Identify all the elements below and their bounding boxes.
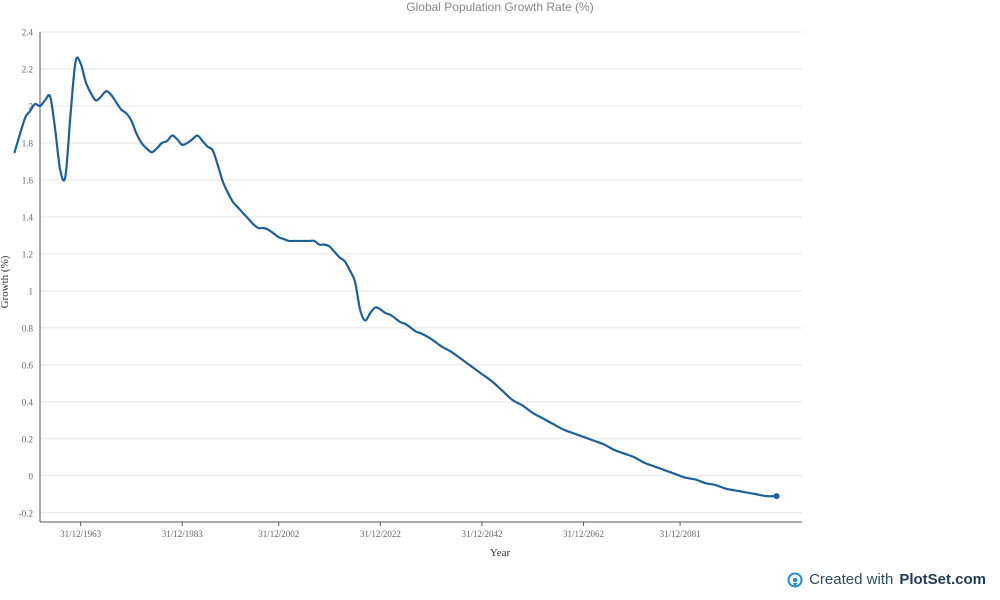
y-tick-label: 2 bbox=[29, 101, 34, 111]
axes bbox=[39, 32, 802, 523]
chart-title: Global Population Growth Rate (%) bbox=[406, 0, 594, 14]
x-axis-ticks: 31/12/1963 31/12/1983 31/12/2002 31/12/2022… bbox=[60, 522, 701, 539]
x-tick-label: 31/12/2022 bbox=[360, 529, 401, 539]
y-tick-label: 1.8 bbox=[22, 138, 34, 148]
x-tick-label: 31/12/2081 bbox=[660, 529, 701, 539]
grid-lines bbox=[40, 31, 802, 514]
x-tick-label: 31/12/1963 bbox=[60, 529, 102, 539]
y-tick-label: 0.8 bbox=[22, 323, 34, 333]
y-tick-label: 0.4 bbox=[22, 397, 34, 407]
x-tick-label: 31/12/2062 bbox=[563, 529, 604, 539]
y-tick-label: 1.2 bbox=[22, 249, 33, 259]
credit-prefix: Created with bbox=[809, 571, 894, 588]
y-tick-label: 1.4 bbox=[22, 212, 34, 222]
plotset-credit[interactable]: Created with PlotSet.com bbox=[787, 571, 986, 588]
y-axis-ticks: -0.2 0 0.2 0.4 0.6 0.8 1 1.2 1.4 1.6 1.8 2 2.2 2.4 bbox=[19, 28, 34, 519]
y-axis-label: Growth (%) bbox=[0, 255, 11, 308]
x-tick-label: 31/12/2002 bbox=[258, 529, 299, 539]
y-tick-label: 1 bbox=[29, 286, 34, 296]
series-layer bbox=[13, 56, 780, 500]
plotset-logo-icon bbox=[787, 572, 803, 587]
y-tick-label: 1.6 bbox=[22, 175, 34, 185]
y-tick-label: 0.6 bbox=[22, 360, 34, 370]
x-tick-label: 31/12/2042 bbox=[461, 529, 502, 539]
y-tick-label: 2.4 bbox=[22, 28, 34, 38]
series-end-point[interactable] bbox=[773, 493, 780, 500]
x-axis-label: Year bbox=[490, 547, 511, 559]
series-line bbox=[13, 56, 778, 498]
x-tick-label: 31/12/1983 bbox=[162, 529, 204, 539]
y-tick-label: 0.2 bbox=[22, 434, 33, 444]
credit-brand[interactable]: PlotSet.com bbox=[899, 571, 986, 588]
y-tick-label: -0.2 bbox=[19, 508, 33, 518]
y-tick-label: 0 bbox=[29, 471, 34, 481]
y-tick-label: 2.2 bbox=[22, 64, 33, 74]
